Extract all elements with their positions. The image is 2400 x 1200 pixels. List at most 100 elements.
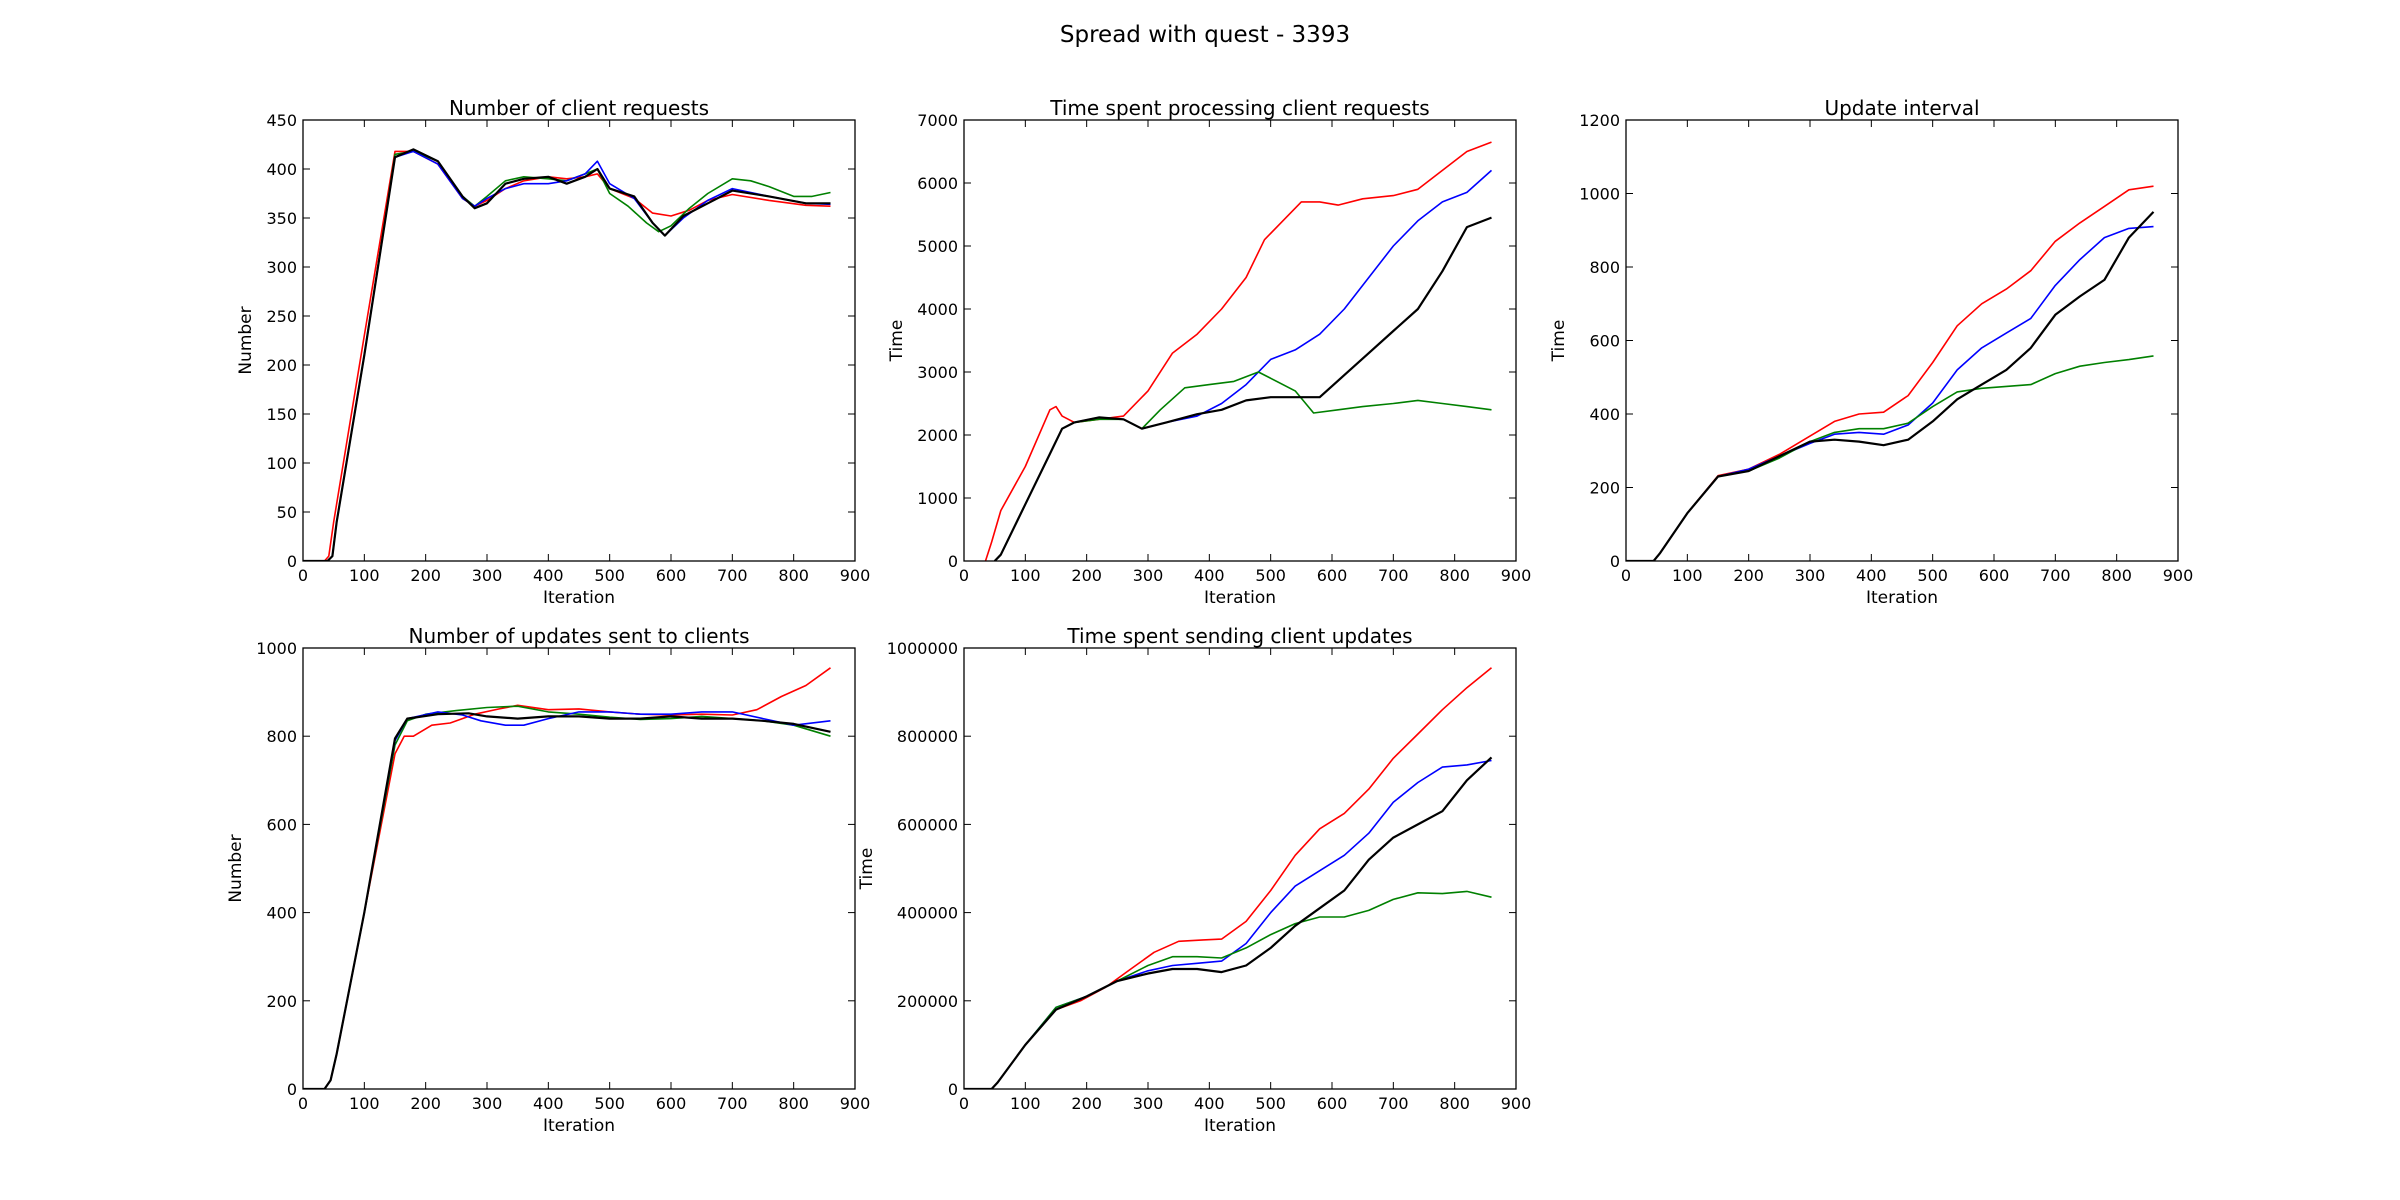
subplot-title: Time spent sending client updates — [1066, 624, 1412, 648]
x-tick-label: 200 — [410, 566, 441, 585]
x-axis-label: Iteration — [1204, 588, 1276, 608]
y-tick-label: 1000 — [917, 489, 958, 508]
subplot-2: 0 100 200 300 400 500 600 700 800 900 0 1000 2000 300… — [887, 96, 1531, 608]
x-tick-label: 500 — [1917, 566, 1948, 585]
series-line-4 — [1626, 211, 2155, 561]
x-axis-label: Iteration — [1204, 1116, 1276, 1136]
y-tick-label: 400 — [266, 904, 297, 923]
series-line-1 — [303, 667, 831, 1089]
y-tick-label: 2000 — [917, 426, 958, 445]
x-tick-label: 900 — [1501, 1094, 1532, 1113]
series-line-3 — [1626, 355, 2154, 561]
y-tick-label: 800000 — [897, 727, 958, 746]
y-tick-label: 600 — [1589, 332, 1620, 351]
y-tick-label: 450 — [266, 111, 297, 130]
axes-frame — [1625, 119, 2179, 562]
x-tick-label: 500 — [594, 1094, 625, 1113]
x-tick-label: 600 — [656, 1094, 687, 1113]
y-axis-label: Number — [226, 834, 246, 902]
y-tick-label: 350 — [266, 209, 297, 228]
series-line-4 — [993, 216, 1492, 561]
y-tick-label: 200 — [1589, 479, 1620, 498]
series-line-1 — [303, 150, 831, 561]
y-tick-label: 6000 — [917, 174, 958, 193]
y-tick-label: 800 — [266, 727, 297, 746]
y-tick-label: 600 — [266, 815, 297, 834]
x-tick-label: 200 — [410, 1094, 441, 1113]
series-line-2 — [303, 150, 831, 561]
series-line-3 — [303, 150, 831, 561]
x-tick-label: 100 — [1010, 566, 1041, 585]
y-tick-label: 200000 — [897, 992, 958, 1011]
y-axis-label: Number — [236, 306, 256, 374]
x-tick-label: 500 — [1255, 1094, 1286, 1113]
axes-frame — [302, 647, 856, 1090]
x-tick-label: 400 — [533, 566, 564, 585]
x-tick-label: 0 — [298, 566, 308, 585]
y-tick-label: 0 — [287, 1080, 297, 1099]
x-tick-label: 300 — [1133, 566, 1164, 585]
y-tick-label: 5000 — [917, 237, 958, 256]
x-axis-label: Iteration — [1866, 588, 1938, 608]
subplot-1: 0 100 200 300 400 500 600 700 800 900 0 50 100 150 200… — [236, 96, 870, 608]
x-tick-label: 900 — [1501, 566, 1532, 585]
y-tick-label: 0 — [948, 1080, 958, 1099]
subplot-title: Number of client requests — [449, 96, 709, 120]
x-tick-label: 700 — [717, 1094, 748, 1113]
x-tick-label: 600 — [656, 566, 687, 585]
y-tick-label: 150 — [266, 405, 297, 424]
y-tick-label: 400 — [266, 160, 297, 179]
y-axis-label: Time — [1549, 320, 1569, 363]
subplot-3: 0 100 200 300 400 500 600 700 800 900 0 200 400 600 80… — [1549, 96, 2193, 608]
y-tick-label: 400 — [1589, 405, 1620, 424]
x-tick-label: 200 — [1733, 566, 1764, 585]
x-tick-label: 700 — [1378, 1094, 1409, 1113]
y-tick-label: 200 — [266, 356, 297, 375]
y-tick-label: 200 — [266, 992, 297, 1011]
x-tick-label: 200 — [1071, 1094, 1102, 1113]
x-tick-label: 100 — [1010, 1094, 1041, 1113]
x-tick-label: 200 — [1071, 566, 1102, 585]
y-tick-label: 300 — [266, 258, 297, 277]
x-tick-label: 600 — [1317, 1094, 1348, 1113]
x-tick-label: 400 — [533, 1094, 564, 1113]
y-tick-label: 0 — [948, 552, 958, 571]
subplot-title: Update interval — [1824, 96, 1979, 120]
series-line-1 — [984, 141, 1492, 561]
x-axis-label: Iteration — [543, 1116, 615, 1136]
x-tick-label: 400 — [1194, 1094, 1225, 1113]
series-line-4 — [303, 712, 831, 1089]
y-tick-label: 1200 — [1579, 111, 1620, 130]
x-tick-label: 0 — [959, 1094, 969, 1113]
y-tick-label: 50 — [277, 503, 297, 522]
x-axis-label: Iteration — [543, 588, 615, 608]
y-tick-label: 1000000 — [887, 639, 958, 658]
y-tick-label: 7000 — [917, 111, 958, 130]
x-tick-label: 0 — [959, 566, 969, 585]
series-line-1 — [1626, 185, 2154, 561]
axes-frame — [302, 119, 856, 562]
y-tick-label: 3000 — [917, 363, 958, 382]
x-tick-label: 100 — [1672, 566, 1703, 585]
x-tick-label: 0 — [298, 1094, 308, 1113]
x-tick-label: 700 — [2040, 566, 2071, 585]
x-tick-label: 0 — [1621, 566, 1631, 585]
x-tick-label: 300 — [1795, 566, 1826, 585]
subplot-title: Number of updates sent to clients — [409, 624, 750, 648]
x-tick-label: 400 — [1856, 566, 1887, 585]
x-tick-label: 900 — [840, 1094, 871, 1113]
y-tick-label: 100 — [266, 454, 297, 473]
series-line-3 — [303, 711, 831, 1089]
series-line-2 — [994, 169, 1493, 561]
x-tick-label: 800 — [1439, 1094, 1470, 1113]
subplot-4: 0 100 200 300 400 500 600 700 800 900 0 200 400 600 80… — [226, 624, 870, 1136]
y-tick-label: 800 — [1589, 258, 1620, 277]
subplot-5: 0 100 200 300 400 500 600 700 800 900 0 200000 40000… — [857, 624, 1531, 1136]
x-tick-label: 500 — [1255, 566, 1286, 585]
y-tick-label: 0 — [287, 552, 297, 571]
x-tick-label: 500 — [594, 566, 625, 585]
x-tick-label: 300 — [472, 566, 503, 585]
chart-panels: 0 100 200 300 400 500 600 700 800 900 0 50 100 150 200… — [226, 96, 2193, 1136]
axes-frame — [963, 119, 1517, 562]
